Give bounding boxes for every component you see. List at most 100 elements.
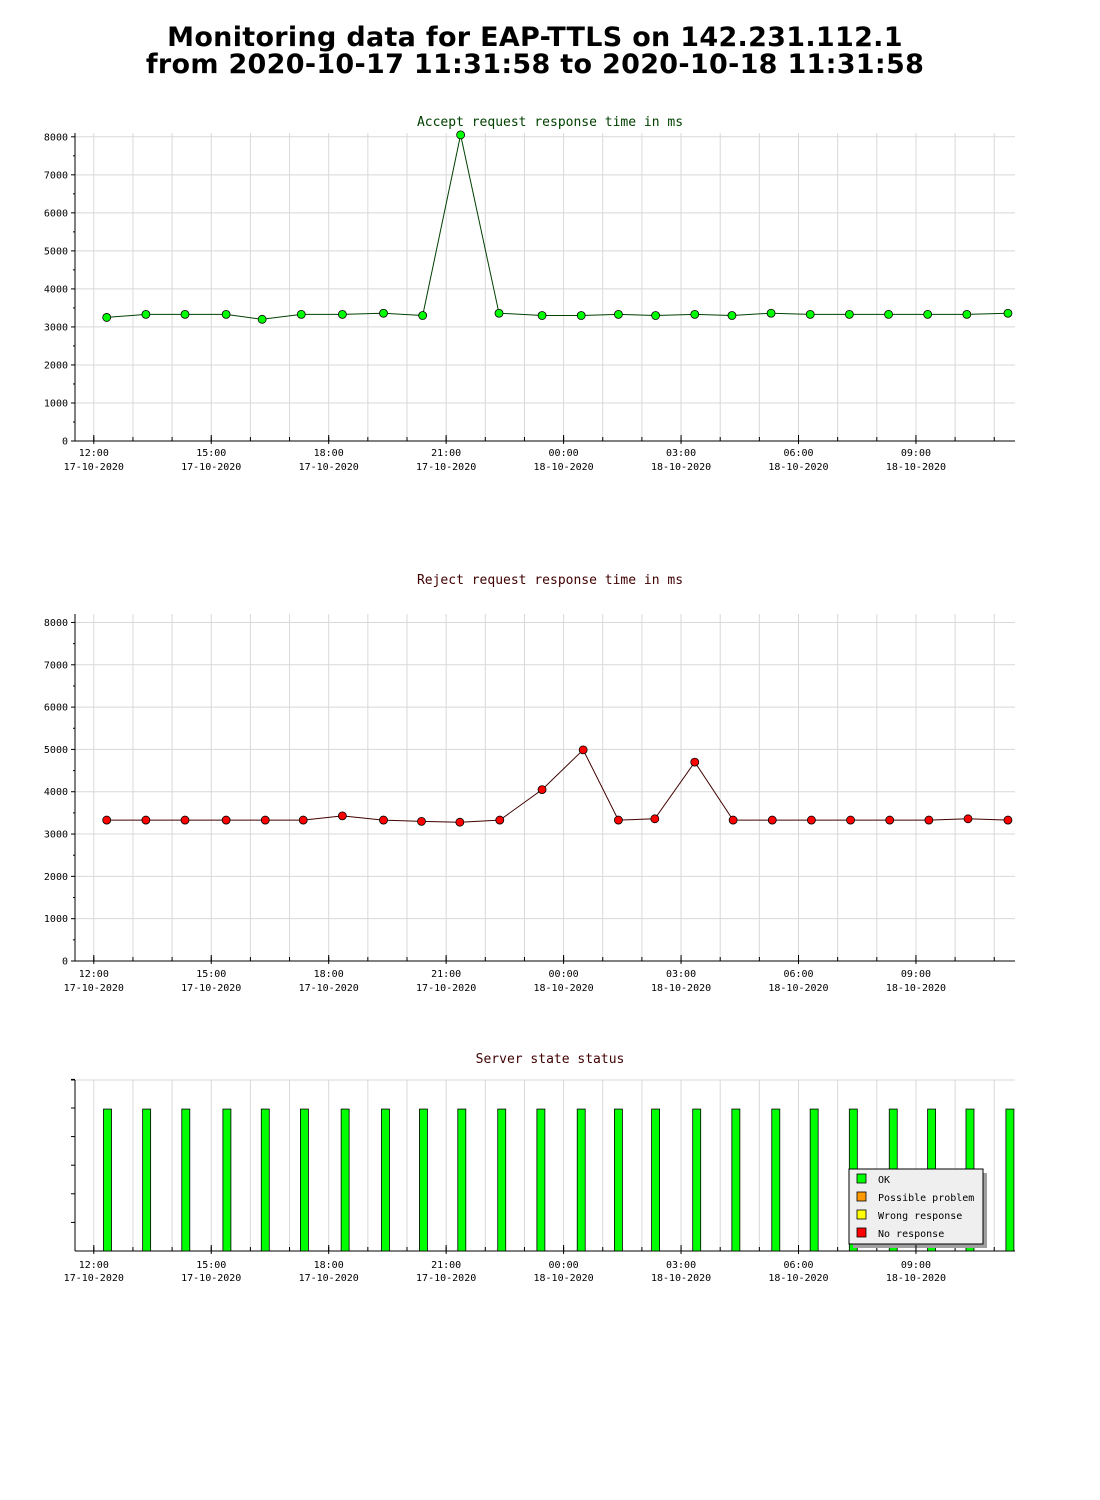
x-tick-date-label: 18-10-2020: [651, 462, 711, 473]
data-point: [180, 815, 190, 825]
status-bar: [536, 1108, 546, 1252]
data-point: [728, 815, 738, 825]
status-bar: [340, 1108, 350, 1252]
data-point: [805, 309, 815, 319]
x-tick-date-label: 18-10-2020: [533, 462, 593, 473]
x-tick-date-label: 17-10-2020: [416, 462, 476, 473]
status-bar: [419, 1108, 428, 1252]
y-tick-label: 3000: [44, 830, 68, 841]
x-tick-label: 15:00: [196, 448, 226, 459]
status-bar: [497, 1108, 507, 1252]
series-line: [106, 748, 1009, 823]
data-point: [844, 309, 854, 319]
data-point: [379, 308, 388, 318]
data-point: [379, 815, 388, 825]
x-tick-date-label: 17-10-2020: [299, 462, 359, 473]
y-tick-label: 1000: [44, 398, 68, 409]
status-bar: [381, 1108, 390, 1252]
data-point: [766, 308, 776, 318]
status-bar: [651, 1108, 660, 1252]
series-line: [106, 134, 1009, 320]
y-tick-label: 6000: [44, 208, 68, 219]
x-tick-date-label: 17-10-2020: [64, 1273, 124, 1284]
x-tick-date-label: 17-10-2020: [64, 462, 124, 473]
y-tick-label: 8000: [44, 618, 68, 629]
y-tick-label: 4000: [44, 284, 68, 295]
status-bar: [300, 1108, 309, 1252]
x-tick-date-label: 17-10-2020: [299, 1273, 359, 1284]
data-point: [141, 815, 151, 825]
data-point: [1003, 815, 1013, 825]
chart-2: Reject request response time in ms 0 1000 2…: [44, 573, 1015, 994]
x-tick-date-label: 17-10-2020: [181, 1273, 241, 1284]
status-bar: [771, 1108, 781, 1252]
data-point: [418, 311, 428, 320]
data-point: [221, 309, 231, 319]
x-tick-label: 09:00: [901, 1260, 931, 1271]
data-point: [963, 814, 973, 824]
y-tick-label: 2000: [44, 360, 68, 371]
x-tick-label: 00:00: [549, 1260, 579, 1271]
status-bar: [576, 1108, 586, 1252]
data-point: [923, 309, 933, 319]
status-bar: [731, 1108, 741, 1252]
x-tick-label: 15:00: [196, 1260, 226, 1271]
status-bar: [181, 1108, 191, 1252]
legend-swatch: [856, 1227, 867, 1238]
x-tick-date-label: 18-10-2020: [768, 983, 828, 994]
chart-title: Reject request response time in ms: [417, 573, 683, 588]
x-tick-date-label: 18-10-2020: [886, 462, 946, 473]
title-line-2: from 2020-10-17 11:31:58 to 2020-10-18 1…: [145, 49, 925, 80]
x-tick-date-label: 17-10-2020: [416, 1273, 476, 1284]
data-point: [495, 815, 505, 825]
y-tick-label: 5000: [44, 246, 68, 257]
data-point: [337, 309, 347, 319]
data-point: [102, 815, 112, 825]
status-bar: [260, 1108, 270, 1252]
y-tick-label: 3000: [44, 322, 68, 333]
data-point: [296, 309, 306, 319]
status-bar: [222, 1108, 232, 1252]
data-point: [614, 815, 623, 825]
data-point: [417, 816, 426, 826]
x-tick-date-label: 18-10-2020: [886, 1273, 946, 1284]
x-tick-date-label: 17-10-2020: [181, 462, 241, 473]
x-tick-date-label: 18-10-2020: [768, 462, 828, 473]
data-point: [537, 311, 547, 320]
x-tick-date-label: 17-10-2020: [416, 983, 476, 994]
data-point: [337, 811, 347, 821]
status-bar: [103, 1108, 112, 1252]
status-bar: [614, 1108, 623, 1252]
y-tick-label: 0: [62, 437, 68, 448]
data-point: [885, 815, 895, 825]
x-tick-date-label: 18-10-2020: [533, 983, 593, 994]
status-bar: [809, 1108, 819, 1252]
data-point: [494, 308, 504, 318]
x-tick-label: 09:00: [901, 969, 931, 980]
legend-label: No response: [878, 1229, 944, 1240]
data-point: [727, 311, 737, 320]
chart-3: Server state status OK Possible problem Wro…: [64, 1052, 1015, 1284]
x-tick-label: 06:00: [783, 1260, 813, 1271]
data-point: [102, 313, 112, 322]
y-tick-label: 6000: [44, 703, 68, 714]
data-point: [767, 815, 777, 825]
x-tick-date-label: 17-10-2020: [181, 983, 241, 994]
main-title: Monitoring data for EAP-TTLS on 142.231.…: [0, 24, 1070, 78]
data-point: [260, 815, 270, 825]
x-tick-label: 18:00: [314, 448, 344, 459]
data-point: [576, 311, 586, 320]
y-tick-label: 7000: [44, 660, 68, 671]
chart-title: Server state status: [476, 1052, 625, 1067]
data-point: [1003, 308, 1013, 318]
status-bar: [142, 1108, 152, 1252]
x-tick-label: 18:00: [314, 1260, 344, 1271]
data-point: [578, 745, 588, 755]
data-point: [614, 309, 623, 319]
y-tick-label: 5000: [44, 745, 68, 756]
data-point: [456, 130, 466, 140]
legend-box: [848, 1168, 984, 1245]
chart-1: Accept request response time in ms 0 1000 2…: [44, 115, 1015, 473]
x-tick-label: 06:00: [783, 969, 813, 980]
